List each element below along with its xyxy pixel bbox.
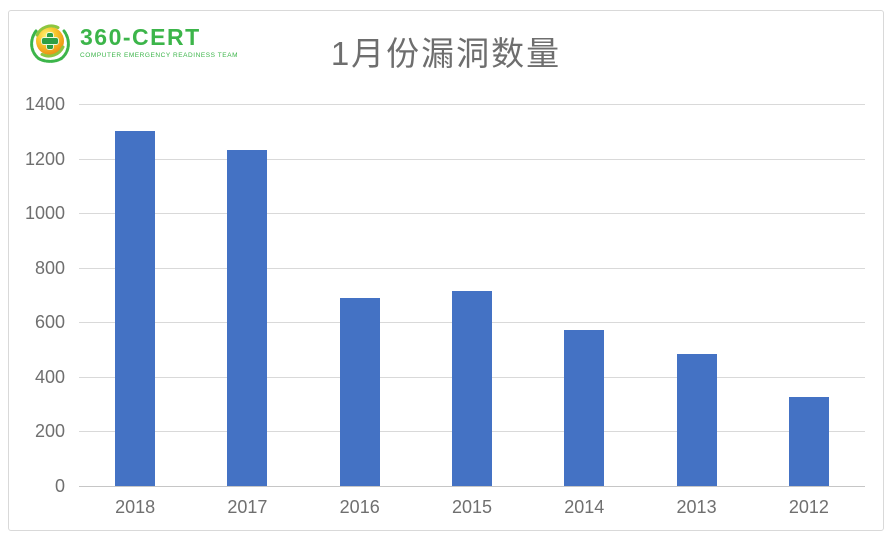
gridline-800 — [79, 267, 865, 269]
gridline-1200 — [79, 158, 865, 160]
chart-frame: 360-CERT COMPUTER EMERGENCY READINESS TE… — [8, 10, 884, 531]
plot-area — [79, 104, 865, 487]
x-label-2014: 2014 — [564, 497, 605, 517]
logo-brand: 360-CERT — [80, 23, 201, 50]
x-label-2015: 2015 — [451, 497, 492, 517]
gridline-0 — [79, 486, 865, 487]
x-label-2016: 2016 — [339, 497, 380, 517]
y-tick-label-1000: 1000 — [24, 203, 65, 224]
gridline-1000 — [79, 213, 865, 215]
logo: 360-CERT COMPUTER EMERGENCY READINESS TE… — [27, 19, 238, 65]
bar-2012 — [788, 397, 829, 486]
y-tick-label-1400: 1400 — [24, 94, 65, 114]
bar-2016 — [339, 297, 380, 486]
cert-emblem-icon — [30, 24, 70, 63]
y-tick-label-200: 200 — [34, 421, 65, 442]
logo-tagline: COMPUTER EMERGENCY READINESS TEAM — [80, 51, 239, 59]
bar-2014 — [564, 330, 605, 486]
gridline-1400 — [79, 104, 865, 105]
y-tick-label-1200: 1200 — [24, 148, 65, 169]
x-label-2012: 2012 — [788, 497, 829, 517]
bar-2015 — [452, 290, 492, 486]
y-tick-label-800: 800 — [34, 257, 65, 278]
bar-2013 — [676, 353, 717, 486]
y-tick-label-0: 0 — [54, 476, 65, 496]
x-label-2017: 2017 — [227, 497, 268, 517]
x-label-2018: 2018 — [115, 497, 156, 517]
bar-2018 — [115, 131, 156, 486]
chart-title: 1月份漏洞数量 — [330, 35, 562, 72]
logo-text: 360-CERT COMPUTER EMERGENCY READINESS TE… — [80, 23, 239, 59]
x-label-2013: 2013 — [676, 497, 717, 517]
bar-2017 — [227, 150, 268, 486]
y-tick-label-400: 400 — [34, 366, 65, 387]
y-tick-label-600: 600 — [34, 312, 65, 333]
